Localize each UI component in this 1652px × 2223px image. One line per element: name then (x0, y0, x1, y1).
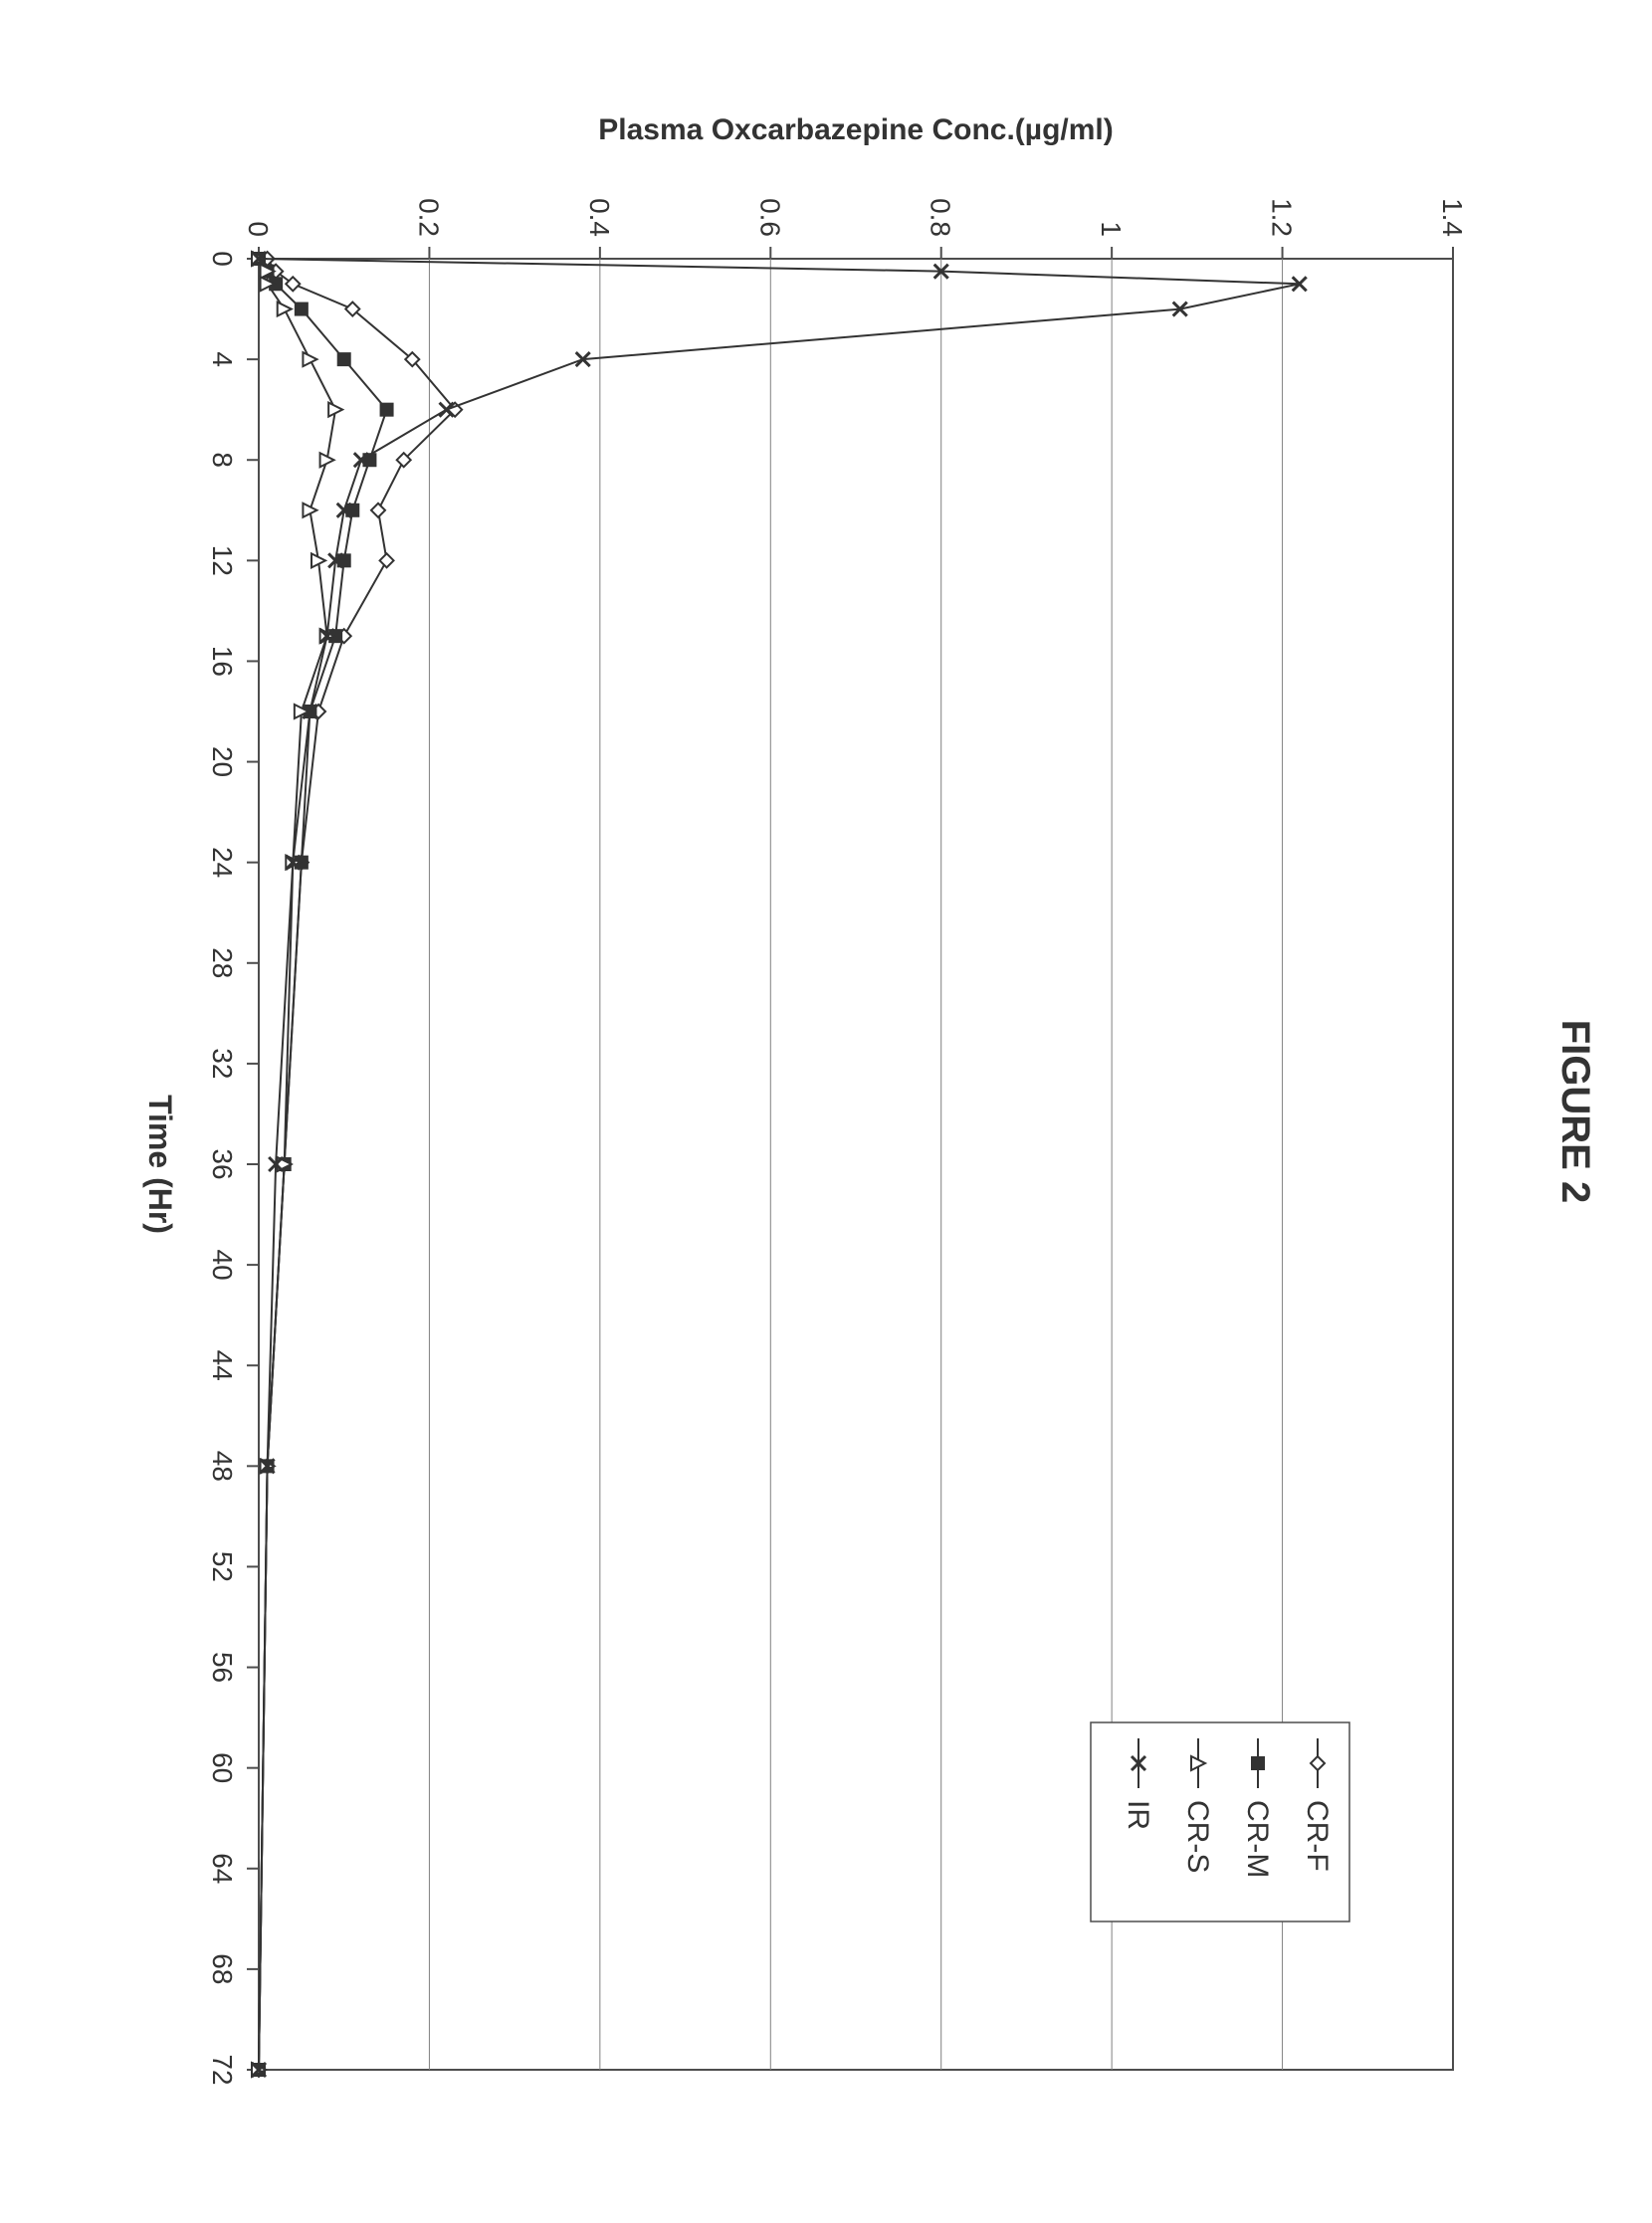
svg-text:12: 12 (207, 545, 238, 576)
svg-text:1: 1 (1096, 221, 1127, 237)
svg-text:48: 48 (207, 1451, 238, 1482)
svg-text:36: 36 (207, 1148, 238, 1179)
svg-text:CR-S: CR-S (1181, 1800, 1214, 1873)
svg-text:24: 24 (207, 847, 238, 878)
svg-text:4: 4 (207, 351, 238, 367)
svg-text:60: 60 (207, 1752, 238, 1783)
svg-text:64: 64 (207, 1853, 238, 1884)
svg-text:CR-M: CR-M (1241, 1800, 1274, 1878)
svg-text:0.4: 0.4 (584, 198, 615, 237)
svg-text:CR-F: CR-F (1301, 1800, 1334, 1872)
svg-text:32: 32 (207, 1048, 238, 1079)
page: FIGURE 204812162024283236404448525660646… (0, 0, 1652, 2223)
svg-text:0: 0 (243, 221, 274, 237)
svg-text:IR: IR (1122, 1800, 1154, 1830)
svg-text:20: 20 (207, 746, 238, 777)
svg-text:FIGURE 2: FIGURE 2 (1553, 1020, 1597, 1203)
svg-text:28: 28 (207, 947, 238, 978)
svg-text:16: 16 (207, 646, 238, 677)
svg-text:0.6: 0.6 (754, 198, 785, 237)
svg-text:68: 68 (207, 1953, 238, 1984)
svg-text:0.8: 0.8 (926, 198, 956, 237)
svg-text:Plasma Oxcarbazepine Conc.(µg/: Plasma Oxcarbazepine Conc.(µg/ml) (598, 113, 1113, 146)
svg-text:1.4: 1.4 (1437, 198, 1468, 237)
svg-text:72: 72 (207, 2054, 238, 2085)
svg-text:1.2: 1.2 (1267, 198, 1298, 237)
svg-text:40: 40 (207, 1250, 238, 1281)
plasma-conc-chart: FIGURE 204812162024283236404448525660646… (0, 0, 1652, 2223)
svg-text:Time (Hr): Time (Hr) (142, 1095, 178, 1234)
svg-text:44: 44 (207, 1350, 238, 1381)
svg-text:56: 56 (207, 1652, 238, 1683)
svg-text:52: 52 (207, 1551, 238, 1582)
svg-text:8: 8 (207, 452, 238, 468)
svg-text:0.2: 0.2 (413, 198, 444, 237)
svg-text:0: 0 (207, 251, 238, 267)
figure-container: FIGURE 204812162024283236404448525660646… (0, 0, 1652, 2223)
